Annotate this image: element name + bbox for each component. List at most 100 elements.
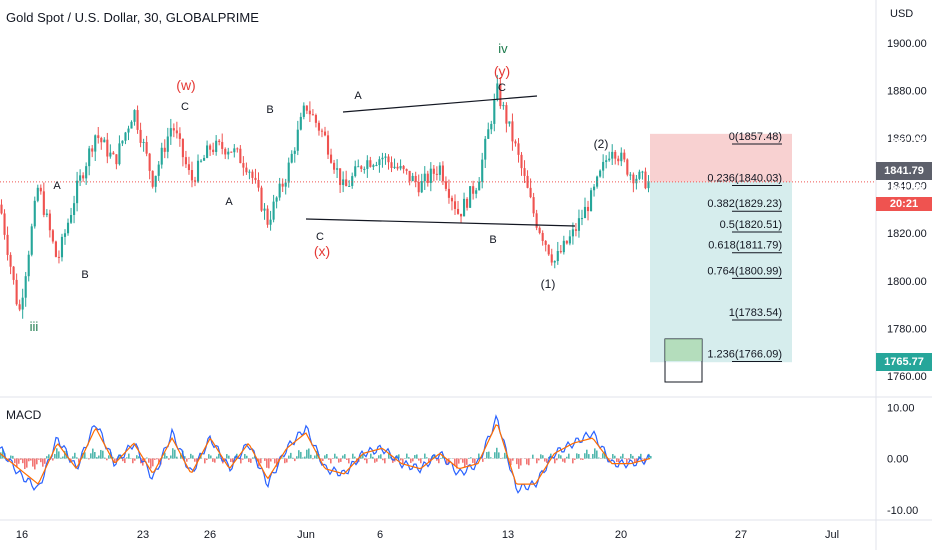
macd-histogram-bar <box>424 453 426 459</box>
symbol-title: Gold Spot / U.S. Dollar, 30, GLOBALPRIME <box>6 10 259 25</box>
candle-body <box>48 213 51 231</box>
macd-histogram-bar <box>302 457 304 459</box>
wave-label: (1) <box>541 277 556 291</box>
macd-histogram-bar <box>88 458 90 460</box>
candle-body <box>278 183 281 198</box>
candle-body <box>0 204 3 214</box>
candle-body <box>629 174 632 176</box>
macd-histogram-bar <box>338 458 340 463</box>
macd-histogram-bar <box>610 458 612 460</box>
macd-histogram-bar <box>616 458 618 463</box>
candle-body <box>212 149 215 152</box>
macd-histogram-bar <box>312 458 314 460</box>
macd-histogram-bar <box>40 458 42 463</box>
macd-histogram-bar <box>86 457 88 459</box>
candle-body <box>559 251 562 253</box>
macd-histogram-bar <box>392 458 394 463</box>
macd-histogram-bar <box>446 458 448 466</box>
candle-body <box>420 181 423 193</box>
macd-histogram-bar <box>618 458 620 463</box>
candle-body <box>6 234 9 255</box>
macd-histogram-bar <box>12 455 14 459</box>
wave-label: A <box>53 180 61 192</box>
candle-body <box>505 105 508 124</box>
macd-histogram-bar <box>376 458 378 462</box>
macd-histogram-bar <box>644 458 646 464</box>
macd-histogram-bar <box>28 458 30 462</box>
candle-body <box>459 213 463 217</box>
macd-histogram-bar <box>378 455 380 459</box>
candle-body <box>511 121 514 142</box>
candle-body <box>311 114 314 116</box>
macd-histogram-bar <box>256 458 258 462</box>
macd-histogram-bar <box>486 452 488 459</box>
macd-tick-label: 0.00 <box>887 454 908 466</box>
candle-body <box>299 116 302 130</box>
macd-histogram-bar <box>212 458 214 462</box>
candle-body <box>209 145 212 150</box>
price-tick-label: 1760.00 <box>887 371 927 383</box>
macd-histogram-bar <box>102 450 104 459</box>
candle-body <box>88 148 91 167</box>
macd-histogram-bar <box>474 458 476 465</box>
macd-histogram-bar <box>44 458 46 464</box>
candle-body <box>432 168 435 174</box>
macd-histogram-bar <box>62 456 64 459</box>
candle-body <box>605 160 608 162</box>
macd-histogram-bar <box>154 458 156 460</box>
candle-body <box>599 170 602 177</box>
candle-body <box>127 128 130 133</box>
macd-histogram-bar <box>410 458 412 463</box>
macd-histogram-bar <box>556 458 558 461</box>
macd-histogram-bar <box>402 458 404 464</box>
macd-histogram-bar <box>22 458 24 464</box>
macd-histogram-bar <box>14 458 16 464</box>
candle-body <box>429 168 432 183</box>
candle-body <box>269 219 272 225</box>
macd-histogram-bar <box>60 457 62 459</box>
macd-histogram-bar <box>372 456 374 459</box>
candle-body <box>348 185 351 187</box>
candle-body <box>169 128 172 137</box>
candle-body <box>390 162 393 168</box>
candle-body <box>423 173 426 182</box>
time-tick-label: 13 <box>502 529 514 541</box>
macd-histogram-bar <box>248 458 250 463</box>
candle-body <box>638 171 641 179</box>
macd-histogram-bar <box>650 456 652 459</box>
macd-histogram-bar <box>554 458 556 464</box>
macd-histogram-bar <box>92 448 94 459</box>
candle-body <box>66 222 70 234</box>
candle-body <box>54 241 57 257</box>
candle-body <box>178 133 181 139</box>
candle-body <box>163 147 166 152</box>
candle-body <box>620 152 623 162</box>
macd-histogram-bar <box>496 447 498 459</box>
macd-histogram-bar <box>370 453 372 459</box>
macd-histogram-bar <box>306 449 308 459</box>
macd-histogram-bar <box>532 454 534 459</box>
candle-body <box>239 148 242 164</box>
candle-body <box>453 201 457 209</box>
candle-body <box>281 183 284 187</box>
candle-body <box>496 83 499 100</box>
macd-histogram-bar <box>242 458 244 460</box>
macd-histogram-bar <box>96 457 98 459</box>
macd-histogram-bar <box>580 458 582 460</box>
time-tick-label: Jun <box>297 529 315 541</box>
candle-body <box>529 187 532 198</box>
macd-histogram-bar <box>290 452 292 459</box>
macd-histogram-bar <box>94 452 96 459</box>
candle-body <box>339 168 342 185</box>
macd-histogram-bar <box>472 458 474 463</box>
candle-body <box>263 208 266 211</box>
candle-body <box>411 175 414 182</box>
candle-body <box>121 140 124 144</box>
candle-body <box>535 213 538 228</box>
macd-histogram-bar <box>0 452 2 459</box>
macd-histogram-bar <box>504 452 506 459</box>
macd-histogram-bar <box>54 454 56 459</box>
time-tick-label: 16 <box>16 529 28 541</box>
candle-body <box>360 166 363 169</box>
